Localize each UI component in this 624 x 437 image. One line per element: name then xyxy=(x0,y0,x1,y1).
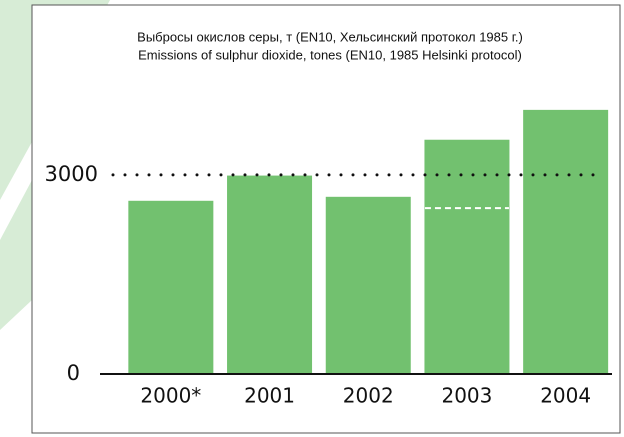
chart-title: Выбросы окислов серы, т (EN10, Хельсинск… xyxy=(137,29,523,44)
bar xyxy=(227,175,313,374)
bar xyxy=(424,139,510,374)
background-decoration xyxy=(0,180,32,330)
chart-subtitle: Emissions of sulphur dioxide, tones (EN1… xyxy=(138,47,522,62)
x-tick-label: 2001 xyxy=(244,384,295,408)
bar xyxy=(325,196,411,374)
x-tick-label: 2002 xyxy=(343,384,394,408)
y-tick-label: 0 xyxy=(67,361,80,385)
bar xyxy=(523,109,609,374)
x-tick-label: 2003 xyxy=(441,384,492,408)
y-tick-label: 3000 xyxy=(45,162,98,186)
x-tick-label: 2004 xyxy=(540,384,591,408)
bar xyxy=(128,200,214,374)
x-tick-label: 2000* xyxy=(140,384,201,408)
